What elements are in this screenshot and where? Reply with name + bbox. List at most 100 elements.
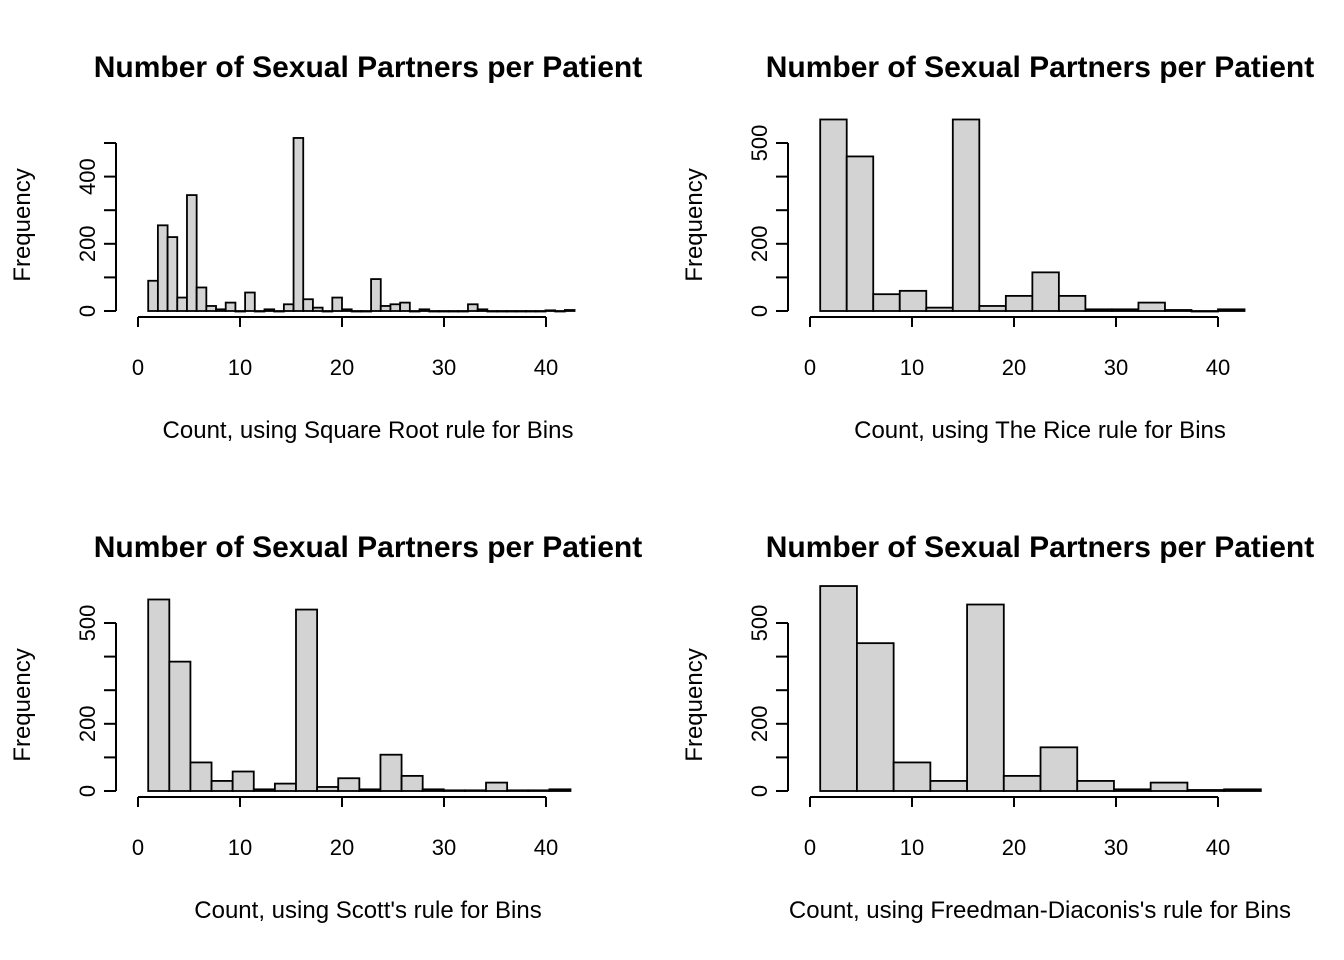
histogram-bar — [457, 310, 469, 313]
x-axis-label: Count, using The Rice rule for Bins — [854, 417, 1226, 444]
histogram-bar — [421, 788, 445, 792]
x-tick-label: 40 — [534, 355, 558, 380]
histogram-bar — [224, 301, 237, 312]
x-tick-label: 0 — [804, 835, 816, 860]
histogram-bar — [295, 608, 319, 792]
histogram-bar — [1223, 788, 1262, 792]
histogram-bar — [548, 788, 572, 792]
histogram-bar — [253, 310, 266, 313]
histogram-panel-2: Number of Sexual Partners per Patient 0 10… — [681, 51, 1314, 444]
histogram-bar — [1057, 294, 1087, 312]
histogram-bar — [341, 308, 353, 312]
histogram-bar — [234, 310, 247, 313]
chart-title: Number of Sexual Partners per Patient — [766, 51, 1315, 84]
histogram-bar — [1190, 310, 1219, 313]
histogram-bar — [464, 789, 487, 792]
x-tick-label: 10 — [900, 355, 924, 380]
x-tick-label: 20 — [330, 835, 354, 860]
chart-title: Number of Sexual Partners per Patient — [94, 531, 643, 564]
histogram-bar — [476, 308, 489, 312]
histogram-bar — [147, 279, 159, 312]
histogram-bar — [892, 761, 932, 792]
histogram-bar — [496, 310, 508, 313]
x-axis-label: Count, using Square Root rule for Bins — [163, 417, 574, 444]
y-tick-label: 0 — [747, 785, 772, 797]
histogram-bar — [186, 194, 198, 312]
y-tick-label: 200 — [747, 225, 772, 262]
y-tick-label: 500 — [75, 605, 100, 642]
histogram-bar — [966, 603, 1005, 792]
histogram-bar — [379, 753, 403, 792]
y-tick-label: 0 — [75, 305, 100, 317]
histogram-bar — [1137, 301, 1166, 312]
y-axis-label: Frequency — [681, 648, 708, 761]
histogram-bar — [337, 777, 361, 792]
histogram-bar — [467, 303, 479, 312]
histogram-bar — [350, 310, 363, 313]
chart-title: Number of Sexual Partners per Patient — [766, 531, 1315, 564]
y-tick-label: 0 — [75, 785, 100, 797]
y-tick-label: 500 — [747, 125, 772, 162]
y-tick-label: 400 — [75, 158, 100, 195]
histogram-bar — [389, 303, 402, 312]
histogram-bar — [437, 310, 450, 313]
histogram-bar — [978, 305, 1007, 312]
y-axis-label: Frequency — [9, 648, 36, 761]
histogram-bar — [485, 781, 509, 792]
histogram-bar — [1111, 308, 1140, 312]
x-tick-label: 0 — [804, 355, 816, 380]
histogram-bar — [273, 782, 297, 792]
x-tick-label: 20 — [1002, 835, 1026, 860]
histogram-bar — [428, 310, 440, 313]
histogram-bar — [321, 310, 334, 313]
histogram-bar — [486, 310, 498, 313]
histogram-bar — [1084, 308, 1113, 312]
histogram-bar — [215, 308, 227, 312]
y-axis-label: Frequency — [9, 168, 36, 281]
histogram-bar — [400, 774, 424, 792]
histogram-bar — [872, 293, 901, 312]
histogram-bar — [252, 788, 276, 792]
x-tick-label: 40 — [534, 835, 558, 860]
histogram-bar — [1164, 309, 1193, 312]
histogram-bar — [554, 310, 566, 313]
histogram-bar — [1002, 774, 1042, 792]
histogram-bar — [168, 660, 192, 792]
histogram-bar — [925, 306, 954, 312]
x-tick-label: 10 — [900, 835, 924, 860]
x-tick-label: 40 — [1206, 355, 1230, 380]
histogram-bar — [147, 598, 171, 792]
x-tick-label: 30 — [432, 835, 456, 860]
histogram-panel-3: Number of Sexual Partners per Patient 0 10… — [9, 531, 642, 924]
histogram-bar — [360, 310, 372, 313]
histogram-bar — [231, 770, 255, 792]
histogram-bar — [273, 310, 285, 313]
y-tick-label: 200 — [747, 705, 772, 742]
histogram-bar — [856, 642, 895, 792]
histogram-bar — [1039, 746, 1079, 792]
histogram-bar — [506, 789, 530, 792]
x-tick-label: 20 — [330, 355, 354, 380]
histogram-panel-4: Number of Sexual Partners per Patient 0 10… — [681, 531, 1314, 924]
histogram-bar — [166, 236, 179, 312]
histogram-bar — [442, 789, 466, 792]
x-tick-label: 0 — [132, 355, 144, 380]
histogram-bar — [358, 788, 382, 792]
histogram-bar — [244, 291, 256, 312]
histogram-bar — [1076, 780, 1115, 792]
histogram-bar — [189, 761, 213, 792]
histogram-bar — [1149, 781, 1189, 792]
histogram-bar — [316, 786, 340, 792]
histogram-bar — [302, 298, 314, 312]
histogram-bar — [525, 310, 537, 313]
histogram-bar — [898, 289, 928, 312]
histogram-bar — [195, 286, 208, 312]
x-tick-label: 10 — [228, 355, 252, 380]
histogram-panel-1: Number of Sexual Partners per Patient 0 10… — [9, 51, 642, 444]
y-tick-label: 200 — [75, 705, 100, 742]
histogram-bar — [505, 310, 518, 313]
histogram-bar — [331, 296, 343, 312]
histogram-bar — [1217, 308, 1246, 312]
histogram-bar — [176, 296, 188, 312]
